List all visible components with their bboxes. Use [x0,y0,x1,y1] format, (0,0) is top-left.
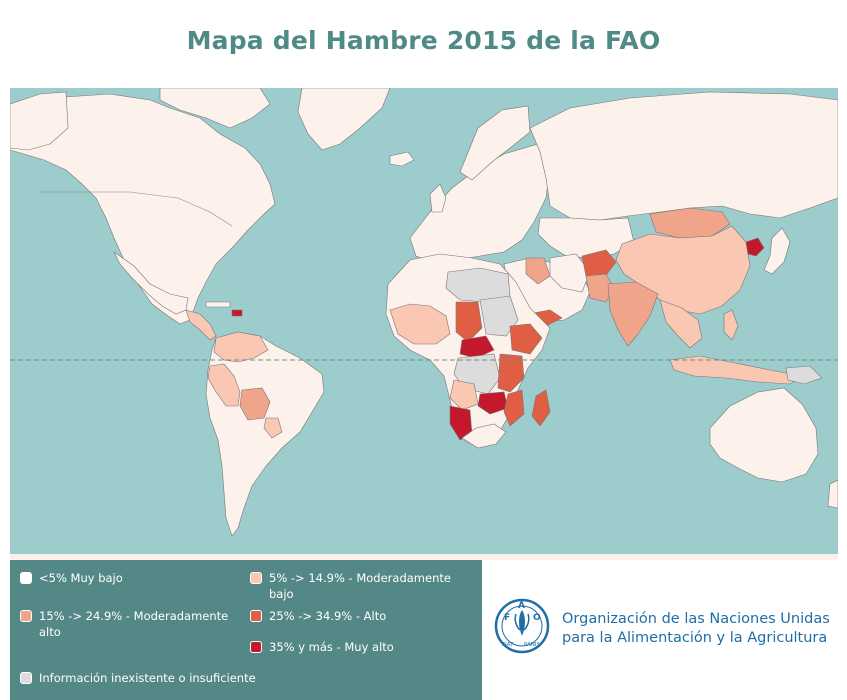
fao-motto-fiat: FIAT [502,642,514,648]
world-hunger-map[interactable] [10,88,838,560]
indonesia[interactable] [669,355,803,385]
cuba[interactable] [205,301,231,308]
legend-swatch-moderately-low [250,572,262,584]
china[interactable] [615,225,751,315]
japan[interactable] [763,227,791,275]
fao-name-line-2: para la Alimentación y la Agricultura [562,630,828,646]
north-korea[interactable] [745,237,765,257]
fao-logo-o: O [533,613,541,623]
antarctica [10,554,838,560]
west-africa[interactable] [389,303,451,345]
legend-label-moderately-low: 5% -> 14.9% - Moderadamente bajo [269,571,451,601]
legend-label-high: 25% -> 34.9% - Alto [269,609,387,623]
scandinavia[interactable] [459,105,531,181]
central-america[interactable] [185,309,217,341]
bolivia[interactable] [239,387,271,421]
angola[interactable] [449,379,479,411]
australia[interactable] [709,387,819,483]
legend-swatch-very-low [20,572,32,584]
legend-item-moderately-high: 15% -> 24.9% - Moderadamente alto [20,608,234,640]
chad[interactable] [455,301,483,343]
legend-swatch-high [250,610,262,622]
mongolia[interactable] [649,207,731,239]
legend-item-moderately-low: 5% -> 14.9% - Moderadamente bajo [250,570,464,602]
afghanistan[interactable] [581,249,617,279]
paraguay[interactable] [263,417,283,439]
iraq[interactable] [525,257,551,285]
papua-new-guinea[interactable] [785,365,823,385]
legend-swatch-moderately-high [20,610,32,622]
legend-item-no-data: Información inexistente o insuficiente [20,670,299,686]
fao-motto-panis: PANIS [524,642,540,648]
haiti[interactable] [231,309,243,317]
page-title: Mapa del Hambre 2015 de la FAO [186,26,661,55]
legend-swatch-no-data [20,672,32,684]
legend-item-very-low: <5% Muy bajo [20,570,234,586]
east-africa[interactable] [497,353,525,393]
india[interactable] [607,281,659,347]
legend-label-moderately-high: 15% -> 24.9% - Moderadamente alto [39,609,229,639]
united-kingdom[interactable] [429,183,447,213]
zambia[interactable] [477,391,509,415]
fao-logo-f: F [504,613,510,623]
legend-label-no-data: Información inexistente o insuficiente [39,671,256,685]
legend-label-very-low: <5% Muy bajo [39,571,123,585]
legend-panel: <5% Muy bajo 5% -> 14.9% - Moderadamente… [10,560,482,700]
mexico[interactable] [113,251,189,315]
legend-swatch-very-high [250,641,262,653]
fao-organization-name: Organización de las Naciones Unidas para… [562,610,830,648]
north-america[interactable] [10,93,276,325]
central-african-republic[interactable] [459,335,495,359]
madagascar[interactable] [531,389,551,427]
us-canada-border [40,191,233,227]
legend-label-very-high: 35% y más - Muy alto [269,640,394,654]
canadian-arctic[interactable] [159,88,271,129]
fao-logo-a: A [518,601,525,611]
central-asia[interactable] [537,217,635,259]
alaska[interactable] [10,91,69,151]
fao-logo-icon: F A O FIAT PANIS [494,598,550,654]
ethiopia[interactable] [509,323,543,355]
map-svg [10,88,838,560]
greenland[interactable] [297,88,391,151]
iceland[interactable] [389,151,415,167]
fao-branding: F A O FIAT PANIS Organización de las Nac… [490,596,840,656]
iran[interactable] [549,253,591,293]
fao-name-line-1: Organización de las Naciones Unidas [562,611,830,627]
philippines[interactable] [723,309,739,341]
mozambique[interactable] [503,389,525,427]
legend-item-very-high: 35% y más - Muy alto [250,639,464,655]
peru[interactable] [207,363,241,407]
south-africa[interactable] [461,423,507,449]
colombia-venezuela[interactable] [213,331,269,363]
russia[interactable] [529,91,838,221]
southeast-asia[interactable] [659,299,703,349]
legend-item-high: 25% -> 34.9% - Alto [250,608,464,624]
new-zealand[interactable] [827,479,838,509]
